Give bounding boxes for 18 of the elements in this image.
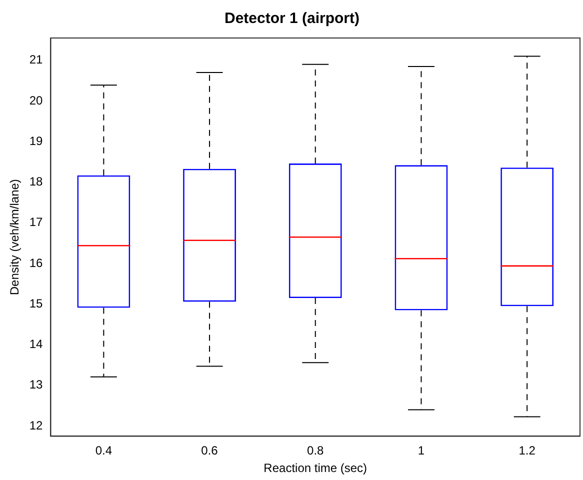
x-tick-label: 1.2 <box>518 444 536 458</box>
x-tick-label: 0.4 <box>95 444 112 458</box>
y-tick-label: 18 <box>29 174 44 189</box>
y-tick-label: 16 <box>29 256 44 270</box>
y-tick-label: 13 <box>29 378 44 392</box>
x-axis-title: Reaction time (sec) <box>264 461 368 476</box>
y-tick-label: 17 <box>29 215 44 230</box>
y-tick-label: 12 <box>29 418 44 432</box>
y-tick-label: 19 <box>29 134 44 148</box>
x-tick-label: 0.8 <box>307 444 324 458</box>
y-tick-label: 20 <box>29 93 44 108</box>
x-tick-label: 0.6 <box>201 444 218 458</box>
y-axis-title: Density (veh/km/lane) <box>8 179 22 296</box>
chart-title: Detector 1 (airport) <box>224 10 360 28</box>
y-tick-label: 21 <box>29 52 44 67</box>
y-tick-label: 15 <box>29 296 44 310</box>
y-tick-label: 14 <box>29 337 44 352</box>
x-tick-label: 1 <box>418 444 425 458</box>
